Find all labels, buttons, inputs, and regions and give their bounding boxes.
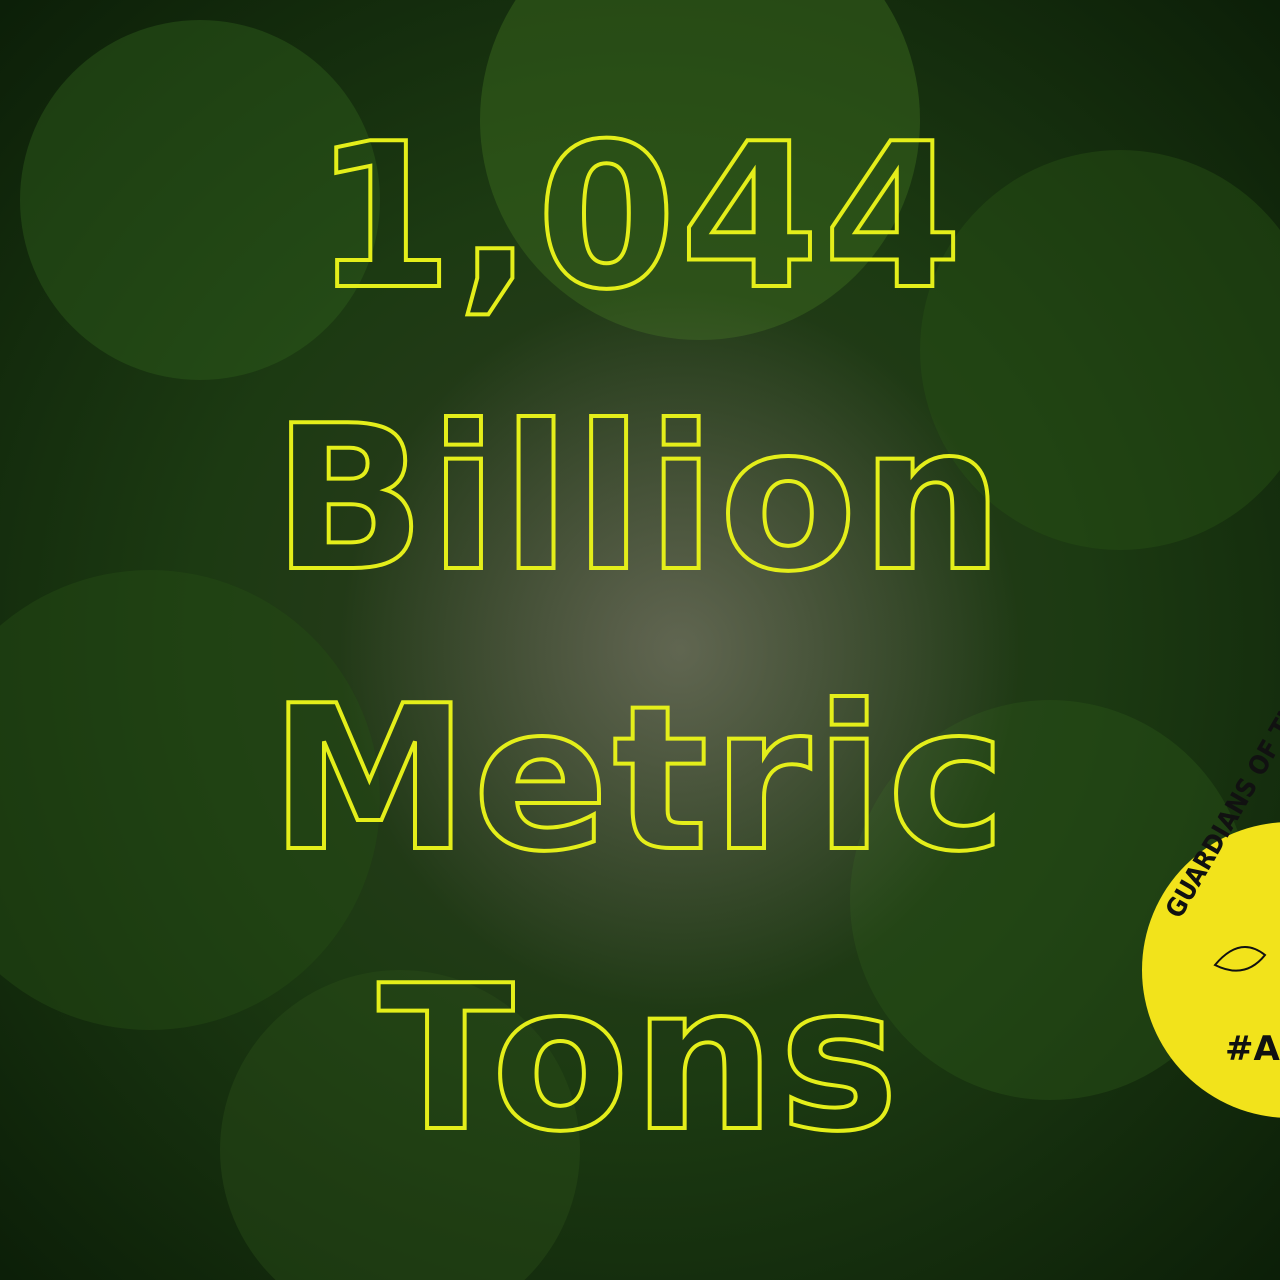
headline-line: 1,044 [312, 101, 967, 334]
badge-bottom-text: #AM [1225, 1029, 1280, 1069]
headline-line: Billion [271, 383, 1008, 616]
headline-line: Metric [268, 663, 1010, 896]
headline-line: Tons [376, 943, 903, 1176]
badge-bird [1213, 946, 1267, 972]
